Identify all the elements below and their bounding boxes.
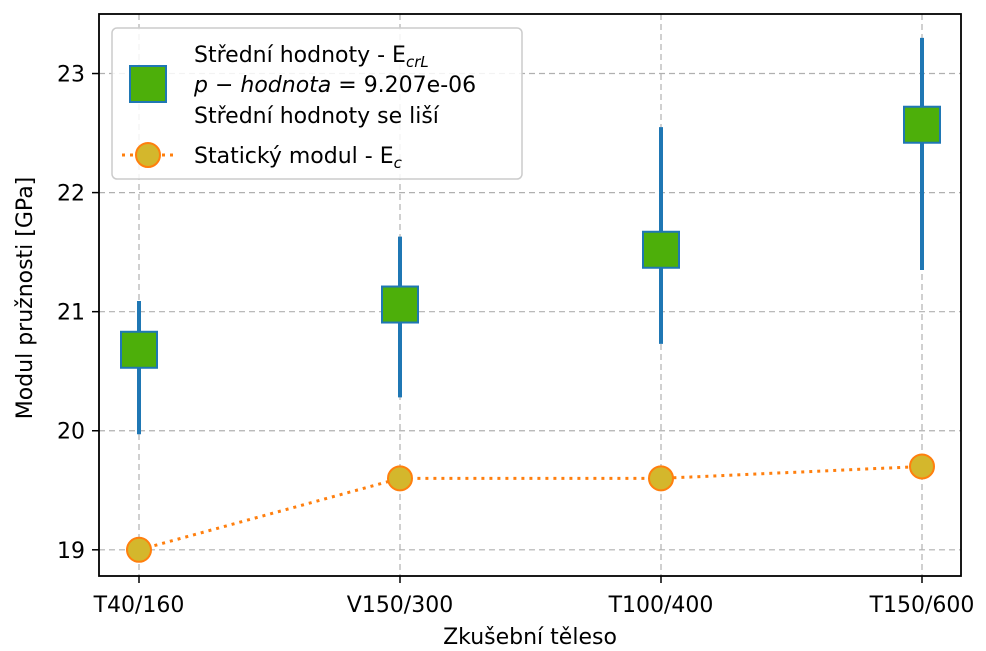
- legend: Střední hodnoty - EcrL p − hodnota = 9.2…: [111, 27, 523, 180]
- x-tick-label: T150/600: [869, 593, 975, 618]
- x-tick-label: V150/300: [347, 593, 453, 618]
- markers: [120, 105, 941, 563]
- x-tick-label: T100/400: [608, 593, 714, 618]
- legend-entry1-line2: p − hodnota = 9.207e-06: [193, 73, 476, 98]
- legend-marker-circle: [135, 142, 161, 168]
- mean-marker: [120, 330, 158, 369]
- legend-entry1-sub: crL: [406, 53, 429, 71]
- axis-ticks: T40/160 V150/300 T100/400 T150/600 19 20 21 22 2…: [57, 63, 974, 618]
- static-modulus-marker: [648, 465, 674, 492]
- x-tick-label: T40/160: [93, 593, 185, 618]
- legend-entry1-line1: Střední hodnoty - EcrL: [194, 43, 429, 71]
- legend-entry2: Statický modul - Ec: [194, 144, 403, 172]
- static-modulus-marker: [909, 453, 935, 480]
- mean-marker: [381, 285, 419, 324]
- static-modulus-polyline: [138, 464, 923, 552]
- static-modulus-marker: [126, 536, 152, 563]
- y-tick-label: 19: [57, 539, 85, 564]
- legend-entry2-sub: c: [394, 154, 403, 172]
- mean-marker: [903, 105, 941, 144]
- y-axis-label: Modul pružnosti [GPa]: [13, 177, 38, 420]
- y-tick-label: 21: [57, 301, 85, 326]
- legend-marker-square: [129, 65, 167, 103]
- plot-frame: [98, 13, 962, 577]
- static-modulus-marker: [387, 465, 413, 492]
- static-modulus-line: [138, 464, 923, 552]
- y-tick-label: 23: [57, 63, 85, 88]
- y-tick-label: 22: [57, 182, 85, 207]
- legend-box: [111, 27, 523, 180]
- legend-entry1-line3: Střední hodnoty se liší: [194, 104, 440, 129]
- mean-marker: [642, 230, 680, 269]
- x-axis-label: Zkušební těleso: [443, 625, 617, 650]
- y-tick-label: 20: [57, 420, 85, 445]
